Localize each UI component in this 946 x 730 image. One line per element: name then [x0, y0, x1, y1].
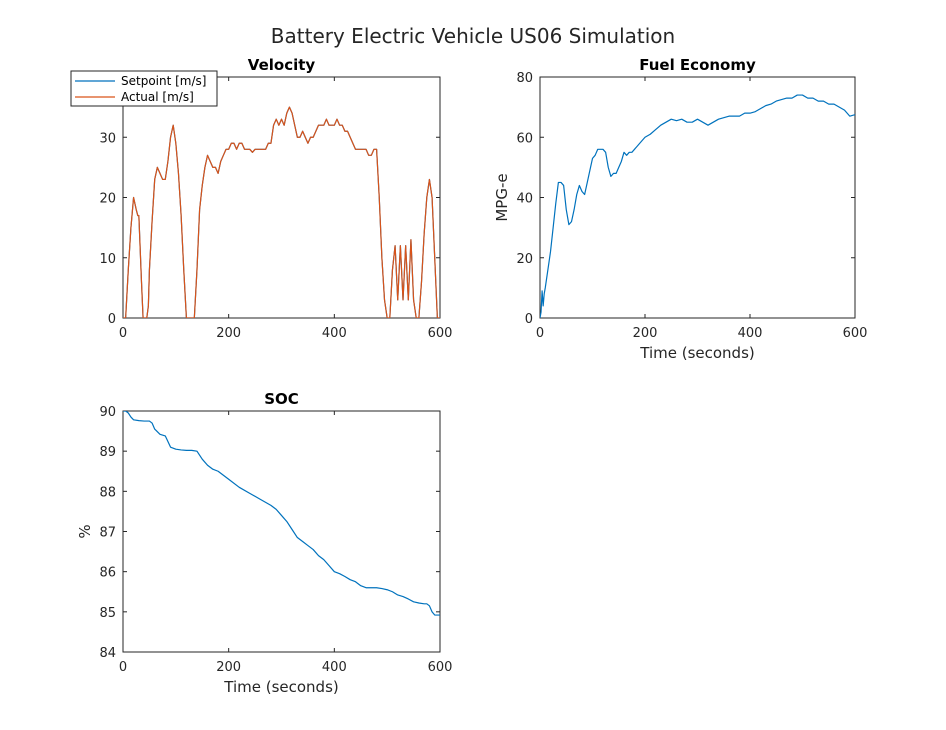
soc-ytick-label: 86 [99, 566, 116, 581]
soc-xtick-label: 200 [216, 660, 241, 675]
fuel-xtick-label: 600 [843, 326, 868, 341]
soc-ytick-label: 90 [99, 405, 116, 420]
soc-xtick-label: 600 [428, 660, 453, 675]
velocity-ytick-label: 10 [99, 252, 116, 267]
velocity-ytick-label: 20 [99, 192, 116, 207]
fuel-title: Fuel Economy [639, 56, 756, 74]
fuel-ytick-label: 80 [516, 71, 533, 86]
velocity-legend: Setpoint [m/s] Actual [m/s] [70, 70, 218, 107]
fuel-axes-box [539, 76, 856, 319]
velocity-axes-box [122, 76, 441, 319]
soc-ylabel: % [76, 524, 94, 538]
fuel-xtick-label: 0 [536, 326, 544, 341]
fuel-economy-plot: 0 200 400 600 0 20 40 60 80 Fuel Economy Time (sec… [493, 56, 867, 362]
velocity-title: Velocity [248, 56, 316, 74]
soc-plot: 0 200 400 600 84 85 86 87 88 89 90 SOC Time (seconds… [76, 390, 452, 696]
soc-ytick-label: 89 [99, 445, 116, 460]
legend-label-1: Setpoint [m/s] [121, 74, 206, 88]
soc-xtick-label: 0 [119, 660, 127, 675]
velocity-xtick-label: 400 [322, 326, 347, 341]
figure-title: Battery Electric Vehicle US06 Simulation [271, 24, 675, 48]
fuel-series-line-1 [540, 94, 855, 318]
velocity-plot: 0 200 400 600 0 10 20 30 Velocity Setpoint [m/s] A… [70, 56, 453, 341]
soc-series-line-1 [123, 411, 440, 616]
soc-xlabel: Time (seconds) [223, 678, 339, 696]
fuel-xlabel: Time (seconds) [639, 344, 755, 362]
velocity-ytick-label: 0 [108, 312, 116, 327]
soc-title: SOC [264, 390, 299, 408]
fuel-xtick-label: 400 [738, 326, 763, 341]
legend-box [70, 70, 218, 107]
fuel-ytick-label: 60 [516, 131, 533, 146]
soc-ytick-label: 85 [99, 606, 116, 621]
velocity-ytick-label: 30 [99, 131, 116, 146]
velocity-xtick-label: 600 [428, 326, 453, 341]
soc-ytick-label: 87 [99, 526, 116, 541]
fuel-ylabel: MPG-e [493, 173, 511, 221]
velocity-xtick-label: 0 [119, 326, 127, 341]
fuel-ytick-label: 20 [516, 252, 533, 267]
soc-ytick-label: 84 [99, 646, 116, 661]
fuel-xtick-label: 200 [633, 326, 658, 341]
soc-xtick-label: 400 [322, 660, 347, 675]
legend-label-2: Actual [m/s] [121, 90, 194, 104]
fuel-ytick-label: 0 [525, 312, 533, 327]
velocity-xtick-label: 200 [216, 326, 241, 341]
soc-ytick-label: 88 [99, 485, 116, 500]
velocity-series-line-2 [123, 106, 440, 318]
fuel-ytick-label: 40 [516, 192, 533, 207]
